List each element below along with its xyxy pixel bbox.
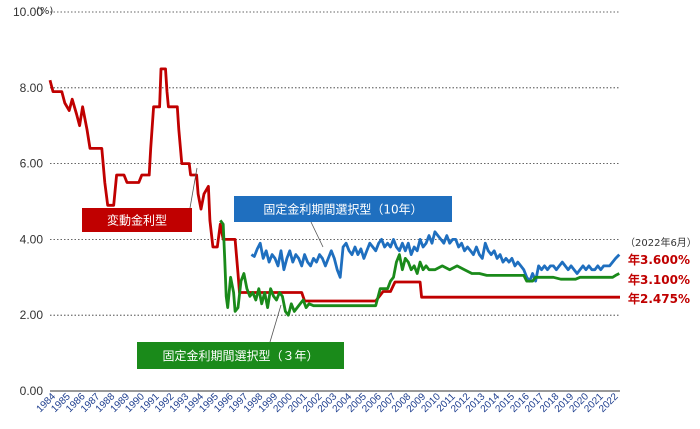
- series-name-variable-rate: 変動金利型: [107, 213, 167, 228]
- y-tick-label: 4.00: [20, 232, 44, 246]
- x-tick-labels: 1984198519861987198819891990199119921993…: [35, 391, 621, 415]
- end-value-labels: 年3.600% 年3.100% 年2.475%: [628, 252, 690, 306]
- series-line-fixed-3y: [219, 219, 620, 317]
- callout-leader-fixed-3y: [269, 304, 282, 343]
- callout-leader-fixed-10y: [310, 221, 324, 248]
- series-callouts: 変動金利型 固定金利期間選択型（10年） 固定金利期間選択型（３年）: [82, 167, 452, 369]
- callout-box-fixed-10y: [234, 196, 452, 222]
- y-tick-label: 10.00: [13, 5, 43, 19]
- end-date-note: （2022年6月）: [625, 236, 697, 249]
- y-tick-label: 8.00: [20, 81, 44, 95]
- y-tick-label: 6.00: [20, 157, 44, 171]
- callout-box-variable-rate: [82, 208, 192, 232]
- y-tick-label: 2.00: [20, 308, 44, 322]
- callout-box-fixed-3y: [137, 342, 344, 369]
- y-tick-labels: 0.00 2.00 4.00 6.00 8.00 10.00: [13, 5, 43, 398]
- y-gridlines: [50, 11, 620, 316]
- y-tick-label: 0.00: [20, 384, 44, 398]
- callout-leader-variable-rate: [189, 167, 198, 209]
- end-label-fixed-3y: 年3.100%: [628, 272, 690, 287]
- y-axis-unit: (%): [36, 6, 53, 17]
- series-line-fixed-10y: [250, 230, 621, 283]
- end-label-variable-rate: 年2.475%: [628, 291, 690, 306]
- series-lines: [48, 67, 621, 317]
- end-label-fixed-10y: 年3.600%: [628, 252, 690, 267]
- series-name-fixed-3y: 固定金利期間選択型（３年）: [162, 348, 318, 363]
- series-name-fixed-10y: 固定金利期間選択型（10年）: [263, 202, 422, 217]
